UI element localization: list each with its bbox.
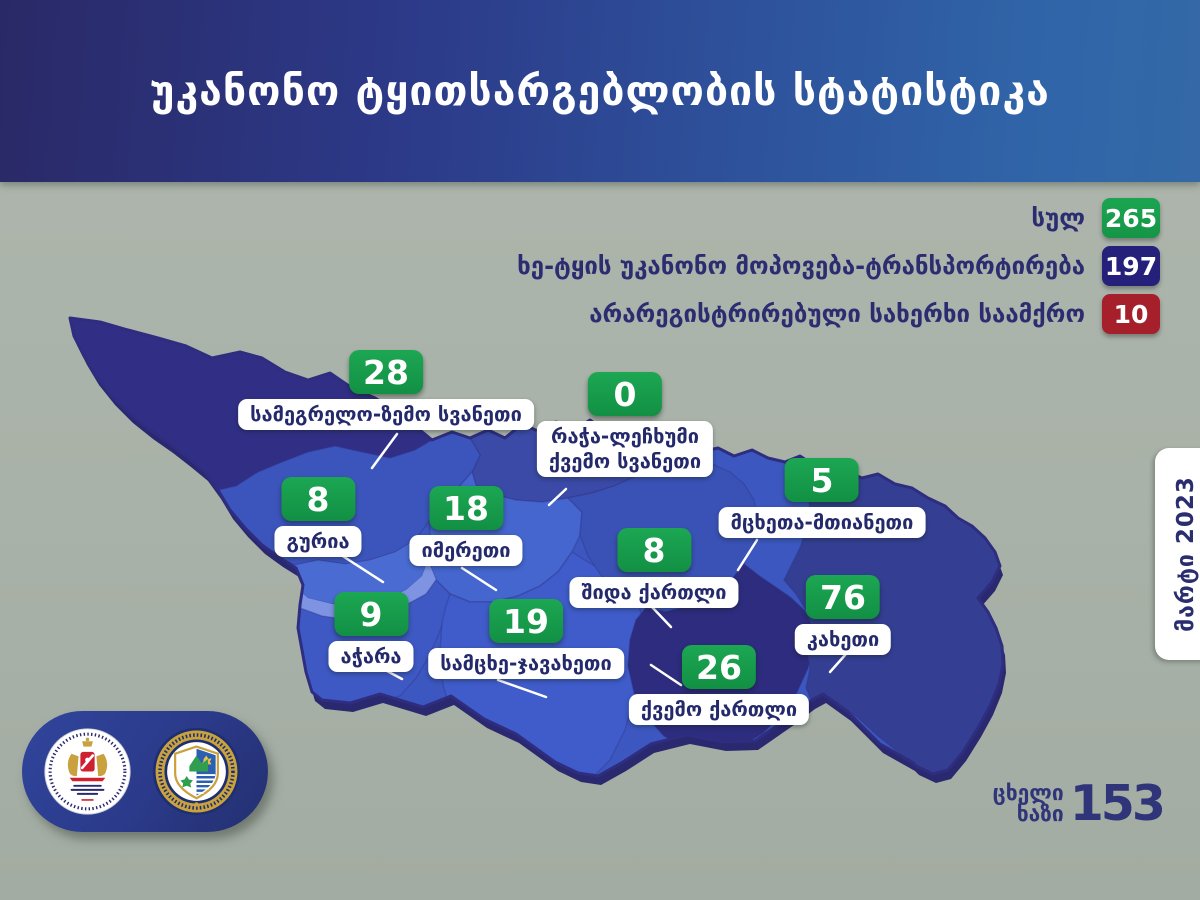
- region-label: კახეთი: [794, 624, 892, 655]
- region-value-badge: 8: [616, 528, 691, 572]
- map-border: [68, 316, 1005, 778]
- legend: სულ 265 ხე-ტყის უკანონო მოპოვება-ტრანსპო…: [517, 198, 1160, 334]
- logos-pill: [22, 711, 268, 832]
- marker-racha: 0 რაჭა-ლეჩხუმი ქვემო სვანეთი: [536, 372, 714, 477]
- marker-kakheti: 76 კახეთი: [794, 575, 892, 655]
- region-value-badge: 18: [429, 486, 503, 530]
- marker-kvemo-kartli: 26 ქვემო ქართლი: [628, 645, 810, 725]
- region-label: სამეგრელო-ზემო სვანეთი: [238, 399, 534, 430]
- marker-mtskheta: 5 მცხეთა-მთიანეთი: [718, 458, 926, 538]
- region-label: რაჭა-ლეჩხუმი ქვემო სვანეთი: [536, 421, 714, 477]
- region-label: სამცხე-ჯავახეთი: [428, 648, 624, 679]
- region-label: ქვემო ქართლი: [628, 694, 810, 725]
- region-value-badge: 19: [488, 599, 563, 643]
- hotline-words: ცხელი ხაზი: [993, 783, 1064, 824]
- legend-row-total: სულ 265: [1031, 198, 1160, 238]
- region-value-badge: 8: [280, 477, 355, 521]
- hotline-line2: ხაზი: [1016, 802, 1064, 827]
- marker-imereti: 18 იმერეთი: [409, 486, 523, 566]
- region-value-badge: 5: [785, 458, 859, 502]
- legend-value-total: 265: [1102, 198, 1160, 238]
- header-banner: უკანონო ტყითსარგებლობის სტატისტიკა: [0, 0, 1200, 182]
- region-label: შიდა ქართლი: [569, 577, 739, 608]
- marker-adjara: 9 აჭარა: [328, 592, 414, 672]
- marker-guria: 8 გურია: [274, 477, 362, 557]
- region-value-badge: 76: [805, 575, 880, 619]
- ministry-logo: [44, 728, 131, 815]
- region-value-badge: 0: [587, 372, 662, 416]
- region-value-badge: 9: [333, 592, 408, 636]
- hotline-number: 153: [1069, 775, 1166, 832]
- page-title: უკანონო ტყითსარგებლობის სტატისტიკა: [150, 67, 1050, 115]
- legend-value-sawmill: 10: [1102, 294, 1160, 334]
- marker-shida-kartli: 8 შიდა ქართლი: [569, 528, 739, 608]
- marker-samegrelo: 28 სამეგრელო-ზემო სვანეთი: [238, 350, 534, 430]
- legend-label-total: სულ: [1031, 204, 1085, 232]
- region-value-badge: 28: [349, 350, 423, 394]
- legend-label-logging: ხე-ტყის უკანონო მოპოვება-ტრანსპორტირება: [517, 252, 1085, 280]
- legend-row-sawmill: არარეგისტრირებული სახერხი საამქრო 10: [589, 294, 1160, 334]
- date-side-tab-label: მარტი 2023: [1173, 476, 1200, 632]
- legend-row-logging: ხე-ტყის უკანონო მოპოვება-ტრანსპორტირება …: [517, 246, 1160, 286]
- region-label: გურია: [274, 526, 362, 557]
- hotline: ცხელი ხაზი 153: [993, 775, 1166, 832]
- region-label: იმერეთი: [409, 535, 523, 566]
- region-label: მცხეთა-მთიანეთი: [718, 507, 926, 538]
- hotline-line1: ცხელი: [992, 781, 1064, 806]
- legend-label-sawmill: არარეგისტრირებული სახერხი საამქრო: [589, 300, 1085, 328]
- region-value-badge: 26: [681, 645, 756, 689]
- region-label: აჭარა: [328, 641, 414, 672]
- date-side-tab[interactable]: მარტი 2023: [1155, 448, 1200, 660]
- environmental-supervision-logo: [152, 727, 241, 816]
- legend-value-logging: 197: [1102, 246, 1160, 286]
- marker-samtskhe: 19 სამცხე-ჯავახეთი: [428, 599, 624, 679]
